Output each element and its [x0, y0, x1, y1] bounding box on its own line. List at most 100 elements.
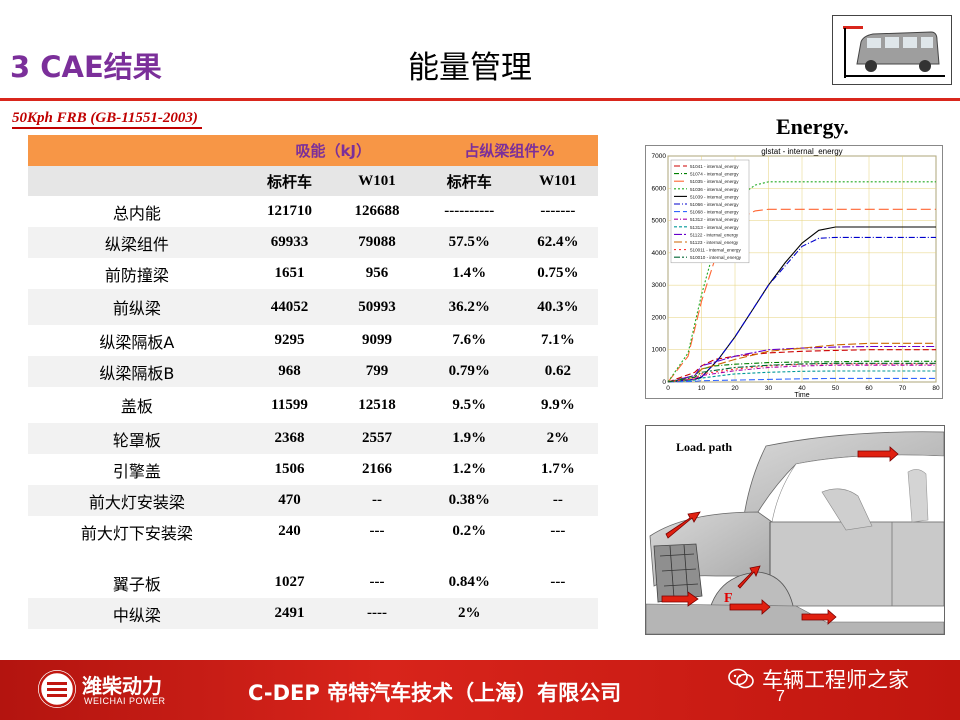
table-cell: 57.5% [420, 227, 518, 258]
legend-entry: 51066 - internal_energy [690, 202, 739, 207]
table-cell: --- [333, 567, 421, 598]
test-standard-label: 50Kph FRB (GB-11551-2003) [12, 110, 202, 129]
y-tick-label: 4000 [652, 250, 667, 257]
table-row: 前防撞梁 1651 956 1.4% 0.75% [28, 258, 598, 289]
y-tick-label: 6000 [652, 185, 667, 192]
vehicle-crash-model [646, 431, 944, 634]
table-col-header: 标杆车 [245, 166, 334, 196]
table-cell: 9.5% [420, 387, 518, 423]
component-name: 总内能 [28, 196, 246, 227]
legend-entry: 51036 - internal_energy [690, 187, 739, 192]
load-path-label: Load. path [676, 440, 733, 454]
y-tick-label: 0 [662, 379, 666, 386]
table-cell: 799 [333, 356, 421, 387]
component-name: 纵梁隔板B [28, 356, 246, 387]
table-cell: 9099 [333, 325, 421, 356]
legend-entry: 510011 - internal_energy [690, 248, 741, 253]
table-cell: 0.2% [420, 516, 518, 547]
series-line [667, 362, 936, 383]
table-cell: 1651 [245, 258, 334, 289]
table-cell: 0.38% [420, 485, 518, 516]
table-cell: 36.2% [420, 289, 518, 325]
y-tick-label: 2000 [652, 314, 667, 321]
table-cell: -- [517, 485, 598, 516]
table-group-header-row: 吸能（kJ） 占纵梁组件% [28, 135, 598, 166]
component-name: 前防撞梁 [28, 258, 246, 289]
table-row: 盖板 11599 12518 9.5% 9.9% [28, 387, 598, 423]
y-tick-label: 5000 [652, 218, 667, 225]
force-label: F [724, 591, 733, 606]
table-cell: 1506 [245, 454, 334, 485]
legend-entry: 51313 - internal_energy [690, 225, 739, 230]
table-spacer-cell [28, 547, 246, 567]
legend-entry: 51041 - internal_energy [690, 164, 739, 169]
table-cell: 9.9% [517, 387, 598, 423]
table-cell: 0.79% [420, 356, 518, 387]
x-tick-label: 30 [765, 385, 773, 392]
table-cell: 1.7% [517, 454, 598, 485]
component-name: 中纵梁 [28, 598, 246, 629]
table-spacer-cell [245, 547, 334, 567]
component-name: 盖板 [28, 387, 246, 423]
table-cell: 121710 [245, 196, 334, 227]
table-cell: 44052 [245, 289, 334, 325]
table-cell: 1.9% [420, 423, 518, 454]
table-spacer-cell [333, 547, 421, 567]
table-cell: 1.2% [420, 454, 518, 485]
footer-company-text: C-DEP 帝特汽车技术（上海）有限公司 [248, 681, 622, 705]
series-line [667, 236, 936, 383]
x-tick-label: 80 [932, 385, 940, 392]
table-cell [517, 598, 598, 629]
series-line [667, 364, 936, 383]
component-name: 前纵梁 [28, 289, 246, 325]
vehicle-logo [832, 15, 952, 85]
table-row: 纵梁隔板A 9295 9099 7.6% 7.1% [28, 325, 598, 356]
table-corner-cell [28, 166, 246, 196]
x-tick-label: 60 [865, 385, 873, 392]
table-cell: 0.75% [517, 258, 598, 289]
table-cell: 7.1% [517, 325, 598, 356]
table-row: 总内能 121710 126688 ---------- ------- [28, 196, 598, 227]
table-spacer-cell [420, 547, 518, 567]
table-cell: 126688 [333, 196, 421, 227]
company-name-cn: 潍柴动力 [82, 674, 162, 698]
table-cell: 2% [517, 423, 598, 454]
title-divider [0, 98, 960, 101]
table-cell: 2368 [245, 423, 334, 454]
x-tick-label: 0 [666, 385, 670, 392]
component-name: 纵梁组件 [28, 227, 246, 258]
table-group-header: 占纵梁组件% [420, 135, 598, 166]
energy-chart-svg: glstat - internal_energy 0 10 20 30 40 50 60 70 8… [652, 147, 940, 399]
series-line [667, 377, 936, 383]
table-cell: -- [333, 485, 421, 516]
series-line [667, 370, 936, 383]
slide-title: 能量管理 [408, 50, 532, 86]
table-cell: 0.62 [517, 356, 598, 387]
table-row: 前纵梁 44052 50993 36.2% 40.3% [28, 289, 598, 325]
table-cell: 7.6% [420, 325, 518, 356]
table-row: 引擎盖 1506 2166 1.2% 1.7% [28, 454, 598, 485]
component-name: 前大灯安装梁 [28, 485, 246, 516]
x-tick-label: 40 [798, 385, 806, 392]
table-cell: ------- [517, 196, 598, 227]
series-line [667, 349, 936, 383]
energy-heading: Energy. [776, 114, 849, 139]
weichai-logo-icon [38, 670, 76, 708]
load-path-image [645, 425, 945, 635]
table-col-header: 标杆车 [420, 166, 518, 196]
table-cell: 956 [333, 258, 421, 289]
component-name: 轮罩板 [28, 423, 246, 454]
component-name: 前大灯下安装梁 [28, 516, 246, 547]
table-col-header: W101 [517, 166, 598, 196]
component-name: 纵梁隔板A [28, 325, 246, 356]
table-cell: 2% [420, 598, 518, 629]
legend-entry: 51312 - internal_energy [690, 217, 739, 222]
table-cell: 2166 [333, 454, 421, 485]
table-cell: ---- [333, 598, 421, 629]
van-icon [843, 26, 945, 78]
series-line [667, 345, 936, 383]
x-tick-label: 50 [832, 385, 840, 392]
table-cell: 11599 [245, 387, 334, 423]
wechat-icon [728, 668, 754, 690]
table-cell: 12518 [333, 387, 421, 423]
